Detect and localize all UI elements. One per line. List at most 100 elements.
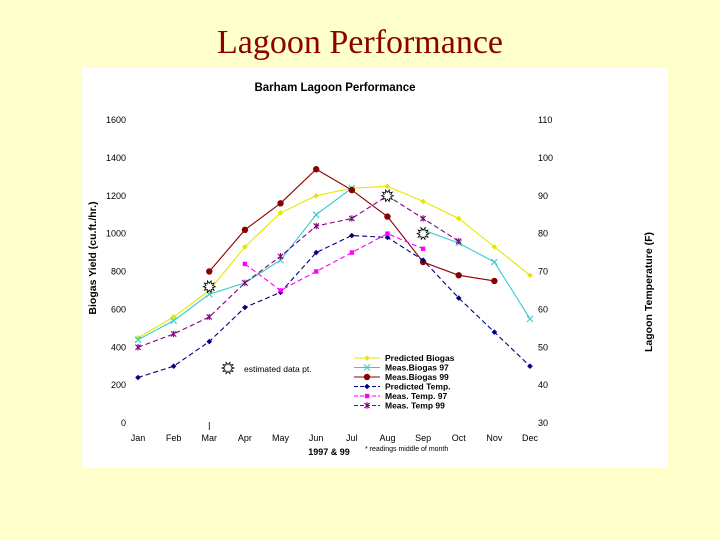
estimated-point-marker — [380, 188, 395, 203]
series-meas-temp-99-point — [455, 238, 462, 245]
series-meas-temp-99-point — [313, 222, 320, 230]
series-meas-temp-99-point — [206, 313, 213, 321]
series-predicted-biogas-point — [313, 192, 319, 199]
series-meas-temp-97-point — [242, 261, 248, 267]
series-predicted-temp-point — [455, 295, 462, 301]
x-axis-note-readings: * readings middle of month — [365, 446, 448, 453]
series-meas-temp-97-point — [278, 288, 283, 293]
series-predicted-biogas-point — [277, 209, 284, 216]
series-predicted-biogas-point — [242, 244, 248, 250]
legend-marker — [364, 402, 370, 409]
y-right-tick-label: 50 — [538, 342, 548, 352]
x-tick-label: Jul — [346, 433, 358, 443]
series-meas-temp-97-point — [420, 246, 426, 251]
legend-label: Meas. Temp. 97 — [385, 391, 447, 401]
estimated-point-marker — [202, 279, 217, 294]
series-meas-biogas-97-line — [422, 229, 531, 320]
x-tick-label: May — [272, 433, 290, 443]
series-meas-biogas-99-point — [206, 268, 213, 275]
y-right-tick-label: 80 — [538, 229, 548, 239]
y-axis-right-label: Lagoon Temperature (F) — [643, 232, 655, 352]
series-predicted-biogas-point — [420, 198, 426, 205]
y-right-tick-label: 110 — [538, 115, 552, 125]
series-meas-temp-99-point — [277, 253, 284, 260]
series-meas-biogas-99-point — [455, 272, 462, 279]
x-tick-label: Aug — [379, 433, 395, 443]
plot-layer: 0 200 400 600 800 1000 1200 1400 1600 30 40 50 60 70 8… — [106, 115, 553, 443]
series-meas-temp-97-point — [313, 269, 319, 274]
y-left-tick-label: 1400 — [106, 153, 126, 163]
x-tick-label: Apr — [238, 433, 252, 443]
series-predicted-temp-point — [349, 232, 355, 239]
y-left-tick-label: 400 — [111, 342, 126, 352]
series-predicted-temp-point — [313, 249, 319, 256]
y-right-tick-label: 30 — [538, 418, 548, 428]
chart-title: Barham Lagoon Performance — [254, 82, 415, 94]
series-predicted-biogas-point — [170, 314, 177, 320]
series-meas-biogas-99-point — [384, 213, 391, 220]
y-left-tick-label: 1600 — [106, 115, 126, 125]
legend-label: Meas. Temp 99 — [385, 401, 445, 411]
series-predicted-temp-point — [242, 304, 248, 311]
series-meas-biogas-97-point — [170, 317, 178, 325]
chart-panel: Barham Lagoon Performance Biogas Yield (… — [82, 68, 668, 468]
legend-label: Predicted Biogas — [385, 353, 455, 363]
x-tick-label: Oct — [452, 433, 467, 443]
series-meas-temp-99-point — [135, 344, 141, 351]
series-meas-biogas-97-point — [312, 211, 320, 219]
legend-marker — [364, 383, 370, 390]
estimated-point-marker — [415, 226, 431, 241]
series-meas-temp-97-point — [385, 231, 390, 236]
estimated-legend-label: estimated data pt. — [244, 364, 312, 374]
series-meas-temp-97-point — [349, 250, 355, 255]
legend-marker — [364, 355, 370, 361]
series-predicted-temp-point — [206, 338, 213, 345]
y-left-tick-label: 1000 — [106, 229, 126, 239]
legend-label: Predicted Temp. — [385, 382, 451, 392]
legend-marker — [363, 373, 371, 381]
chart-svg: Barham Lagoon Performance Biogas Yield (… — [87, 82, 655, 457]
slide-title: Lagoon Performance — [216, 24, 504, 61]
series-predicted-temp-point — [135, 374, 141, 381]
estimated-legend-marker — [220, 361, 236, 375]
series-meas-biogas-99-point — [491, 277, 498, 285]
legend-marker — [364, 393, 370, 399]
y-right-tick-label: 100 — [538, 153, 553, 163]
y-left-tick-label: 1200 — [106, 191, 126, 201]
series-meas-temp-99-point — [241, 279, 248, 287]
x-tick-label: Sep — [415, 433, 431, 443]
series-meas-temp-99-point — [420, 215, 427, 222]
series-predicted-biogas-point — [491, 244, 498, 250]
series-meas-biogas-99-point — [241, 226, 249, 234]
series-predicted-temp-point — [527, 363, 533, 369]
series-meas-temp-99-point — [170, 330, 177, 338]
y-left-tick-label: 800 — [111, 267, 126, 277]
legend-marker — [363, 364, 371, 371]
legend-label: Meas.Biogas 97 — [385, 363, 449, 373]
y-left-tick-label: 600 — [111, 304, 126, 314]
series-meas-temp-99-point — [348, 215, 355, 222]
x-tick-label: Nov — [486, 433, 503, 443]
series-meas-biogas-97-point — [134, 336, 142, 344]
x-tick-label: Jun — [309, 433, 324, 443]
y-axis-left-label: Biogas Yield (cu.ft./hr.) — [87, 201, 99, 314]
series-meas-temp-99-line — [137, 195, 460, 348]
series-predicted-temp-point — [420, 257, 426, 263]
y-right-tick-label: 60 — [538, 304, 548, 314]
series-meas-biogas-99-point — [312, 166, 320, 173]
y-right-tick-label: 40 — [538, 380, 548, 390]
series-predicted-biogas-point — [135, 334, 141, 341]
series-predicted-temp-point — [384, 234, 391, 241]
x-axis-note-years: 1997 & 99 — [308, 447, 350, 457]
y-left-tick-label: 200 — [111, 380, 126, 390]
y-right-tick-label: 70 — [538, 267, 548, 277]
x-tick-label: Mar — [202, 433, 218, 443]
x-tick-label: Jan — [131, 433, 146, 443]
y-left-tick-label: 0 — [121, 418, 126, 428]
series-predicted-temp-point — [491, 329, 498, 335]
series-meas-biogas-99-point — [277, 200, 284, 207]
series-meas-biogas-97-point — [490, 258, 498, 266]
series-meas-biogas-97-point — [526, 315, 534, 323]
legend-label: Meas.Biogas 99 — [385, 372, 449, 382]
x-tick-label: Feb — [166, 433, 182, 443]
